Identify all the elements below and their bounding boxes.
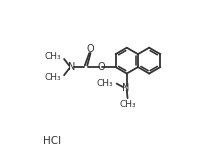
Text: CH₃: CH₃ bbox=[119, 100, 136, 109]
Text: CH₃: CH₃ bbox=[97, 79, 114, 88]
Text: HCl: HCl bbox=[43, 136, 61, 146]
Text: N: N bbox=[68, 62, 75, 72]
Text: CH₃: CH₃ bbox=[44, 52, 61, 61]
Text: N: N bbox=[122, 83, 130, 93]
Text: O: O bbox=[97, 62, 105, 72]
Text: O: O bbox=[86, 44, 94, 54]
Text: CH₃: CH₃ bbox=[44, 73, 61, 82]
